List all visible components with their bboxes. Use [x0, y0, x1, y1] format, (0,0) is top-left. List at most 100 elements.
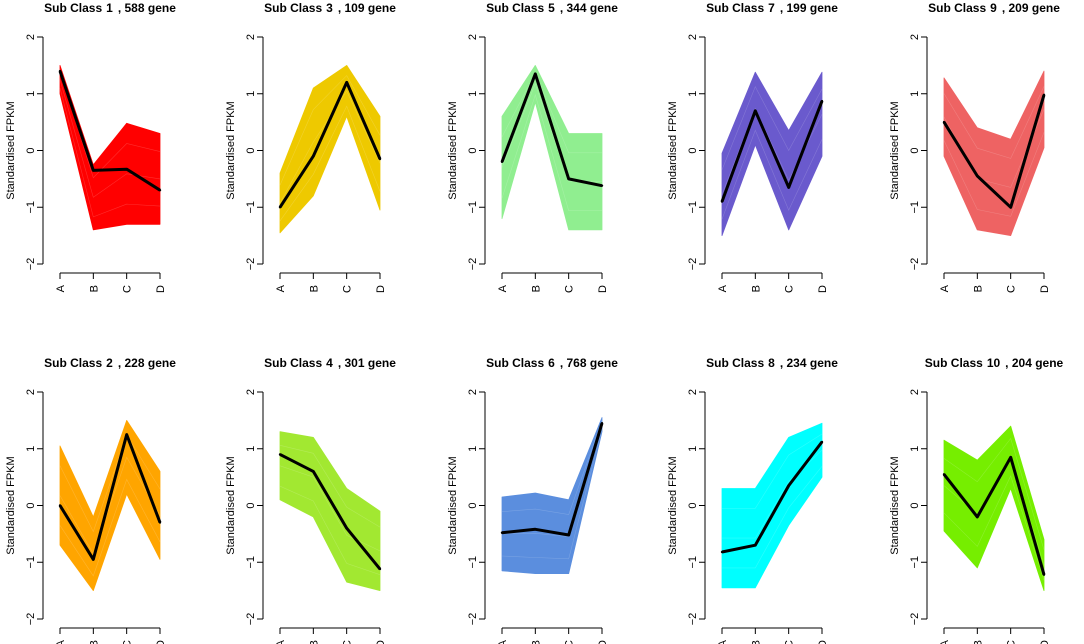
y-tick-label: 1: [909, 91, 921, 97]
y-tick-label: 2: [245, 34, 257, 40]
y-axis-label: Standardised FPKM: [5, 101, 17, 199]
panel-title: Sub Class 8 , 234 gene: [706, 356, 838, 370]
mean-point-A: [58, 69, 62, 73]
title-prefix: Sub Class: [44, 356, 102, 370]
y-axis-label: Standardised FPKM: [667, 101, 679, 199]
panel-title: Sub Class 4 , 301 gene: [264, 356, 396, 370]
y-axis: −2 −1 0 1 2: [25, 389, 44, 626]
title-subclass-number: 7: [768, 1, 775, 15]
title-subclass-number: 9: [990, 1, 997, 15]
mean-point-A: [942, 120, 946, 124]
gene-profile-line: [59, 88, 161, 218]
y-tick-label: −1: [909, 556, 921, 569]
y-tick-label: 1: [25, 91, 37, 97]
x-axis: A B C D: [275, 627, 387, 644]
gene-profile-band: [721, 422, 823, 589]
mean-point-A: [278, 453, 282, 456]
x-tick-label: C: [122, 285, 134, 293]
mean-point-C: [567, 177, 570, 181]
x-tick-label: C: [342, 640, 354, 644]
x-tick-label: D: [597, 285, 609, 293]
y-tick-label: −1: [467, 201, 479, 214]
y-tick-label: 2: [909, 389, 921, 395]
x-tick-label: C: [342, 285, 354, 293]
y-axis: −2 −1 0 1 2: [687, 389, 706, 625]
x-tick-label: B: [972, 640, 984, 644]
mean-point-A: [942, 473, 946, 476]
mean-point-C: [125, 168, 128, 171]
x-tick-label: B: [88, 285, 100, 292]
mean-profile-line: [58, 433, 162, 561]
panel-title: Sub Class 10 , 204 gene: [925, 356, 1064, 370]
y-tick-label: −2: [25, 613, 37, 626]
x-tick-label: B: [308, 640, 320, 644]
title-subclass-number: 3: [326, 1, 333, 15]
title-gene-count: , 344 gene: [560, 1, 618, 15]
y-axis: −2 −1 0 1 2: [467, 389, 486, 625]
y-tick-label: 0: [467, 147, 479, 153]
x-tick-label: A: [939, 284, 951, 292]
mean-point-C: [1009, 456, 1012, 459]
y-tick-label: 1: [687, 446, 699, 452]
x-tick-label: C: [784, 285, 796, 293]
gene-profile-line: [943, 475, 1045, 581]
title-subclass-number: 1: [106, 1, 113, 15]
y-axis-label: Standardised FPKM: [889, 101, 901, 199]
gene-profile-line: [722, 466, 823, 569]
gene-profile-line: [59, 79, 161, 198]
y-tick-label: −2: [467, 258, 479, 271]
x-tick-label: A: [939, 639, 951, 644]
y-axis-label: Standardised FPKM: [447, 456, 459, 554]
mean-point-B: [92, 558, 95, 561]
title-gene-count: , 204 gene: [1005, 356, 1063, 370]
mean-point-A: [278, 206, 282, 209]
panel-title: Sub Class 7 , 199 gene: [706, 1, 838, 15]
y-tick-label: 1: [467, 91, 479, 97]
title-prefix: Sub Class: [486, 356, 544, 370]
title-gene-count: , 109 gene: [338, 1, 396, 15]
x-axis: A B C D: [55, 272, 167, 293]
gene-profile-band: [943, 425, 1045, 591]
title-prefix: Sub Class: [706, 356, 764, 370]
gene-profile-line: [501, 72, 602, 154]
panel-title: Sub Class 5 , 344 gene: [486, 1, 618, 15]
x-axis: A B C D: [497, 272, 609, 293]
title-prefix: Sub Class: [486, 1, 544, 15]
x-tick-label: D: [597, 640, 609, 644]
title-prefix: Sub Class: [706, 1, 764, 15]
title-prefix: Sub Class: [264, 356, 322, 370]
mean-point-C: [345, 527, 348, 530]
gene-profile-line: [279, 75, 381, 186]
x-axis: A B C D: [939, 272, 1051, 293]
x-tick-label: B: [750, 285, 762, 292]
x-tick-label: A: [497, 639, 509, 644]
y-tick-label: 1: [245, 446, 257, 452]
y-tick-label: 2: [467, 389, 479, 395]
y-tick-label: −1: [909, 201, 921, 214]
mean-point-D: [158, 521, 162, 524]
x-tick-label: B: [972, 285, 984, 292]
y-axis: −2 −1 0 1 2: [909, 389, 928, 625]
mean-point-A: [500, 531, 504, 534]
y-tick-label: 2: [25, 389, 37, 395]
y-tick-label: 0: [909, 502, 921, 508]
y-axis-label: Standardised FPKM: [447, 101, 459, 199]
mean-point-B: [754, 109, 757, 112]
x-tick-label: A: [497, 284, 509, 292]
mean-point-C: [787, 484, 790, 487]
panel-title: Sub Class 3 , 109 gene: [264, 1, 396, 15]
y-tick-label: 0: [467, 502, 479, 508]
title-subclass-number: 4: [326, 356, 333, 370]
y-tick-label: −1: [687, 556, 699, 569]
mean-point-B: [754, 544, 757, 547]
title-gene-count: , 234 gene: [780, 356, 838, 370]
y-axis-label: Standardised FPKM: [667, 456, 679, 554]
y-tick-label: 1: [467, 446, 479, 452]
y-axis-label: Standardised FPKM: [889, 456, 901, 554]
gene-profile-band: [721, 71, 823, 236]
gene-profile-band: [943, 70, 1045, 236]
gene-profile-line: [943, 437, 1045, 550]
y-tick-label: −2: [245, 613, 257, 626]
